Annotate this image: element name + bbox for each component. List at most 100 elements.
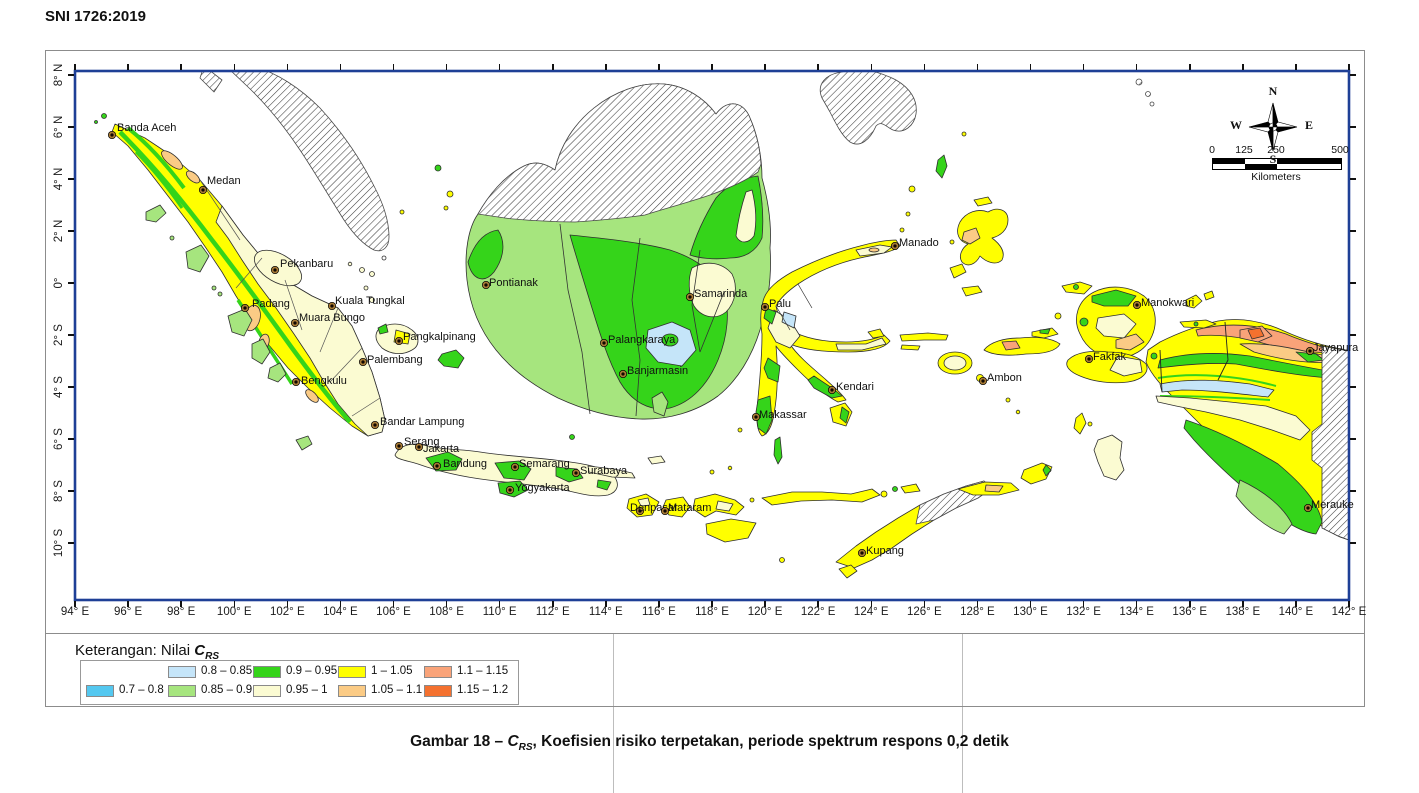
legend-range-label: 1 – 1.05 — [371, 665, 413, 677]
city-marker — [891, 242, 899, 250]
city-marker — [1304, 504, 1312, 512]
lon-tick-top — [286, 64, 289, 70]
lon-tick-label: 128° E — [960, 606, 995, 618]
city-label: Kuala Tungkal — [335, 295, 405, 307]
lat-tick-label: 0° — [53, 277, 65, 289]
lat-tick-left — [68, 386, 74, 388]
lat-tick-label: 8° S — [53, 480, 65, 502]
city-label: Pontianak — [489, 277, 538, 289]
city-label: Merauke — [1311, 499, 1354, 511]
scale-unit-label: Kilometers — [1251, 171, 1301, 183]
city-marker — [600, 339, 608, 347]
lat-tick-left — [68, 334, 74, 336]
malay-peninsula-hatched — [231, 72, 390, 252]
legend-range-label: 0.7 – 0.8 — [119, 684, 164, 696]
city-marker — [482, 281, 490, 289]
lat-tick-right — [1350, 438, 1356, 440]
city-marker — [506, 486, 514, 494]
legend-swatch — [168, 685, 196, 697]
city-label: Kendari — [836, 381, 874, 393]
mindanao-hatched — [819, 72, 917, 145]
lon-tick-label: 142° E — [1331, 606, 1367, 618]
lon-tick-bottom — [1295, 601, 1297, 607]
scale-bar-segment — [1213, 164, 1245, 169]
scale-tick-label: 250 — [1267, 144, 1285, 156]
lon-tick-bottom — [1082, 601, 1085, 607]
lon-tick-label: 140° E — [1278, 606, 1314, 618]
city-marker — [511, 463, 519, 471]
scale-bar-segment — [1277, 164, 1341, 169]
lon-tick-top — [923, 64, 926, 70]
lon-tick-bottom — [817, 601, 819, 607]
city-label: Manado — [899, 237, 939, 249]
city-marker — [661, 507, 669, 515]
city-marker — [415, 443, 423, 451]
lon-tick-bottom — [976, 601, 979, 607]
legend-range-label: 1.05 – 1.1 — [371, 684, 423, 696]
lon-tick-label: 130° E — [1013, 606, 1048, 618]
lon-tick-top — [1135, 64, 1138, 70]
city-marker — [636, 507, 644, 515]
lon-tick-bottom — [445, 601, 448, 607]
map-geography — [94, 72, 1348, 579]
lon-tick-bottom — [711, 601, 713, 607]
lat-tick-right — [1350, 542, 1356, 544]
caption-subscript: RS — [518, 742, 533, 754]
lon-tick-label: 114° E — [588, 606, 623, 618]
lon-tick-label: 100° E — [216, 606, 252, 618]
lon-tick-top — [233, 64, 235, 70]
legend-swatch — [86, 685, 114, 697]
lat-tick-label: 4° N — [53, 167, 65, 191]
city-label: Palu — [769, 298, 792, 310]
lon-tick-bottom — [870, 601, 872, 607]
city-label: Jakarta — [423, 443, 460, 455]
scale-tick-label: 0 — [1209, 144, 1215, 156]
scale-bar-segment — [1277, 159, 1341, 164]
legend-range-label: 1.15 – 1.2 — [457, 684, 509, 696]
compass-letter-w: W — [1230, 118, 1242, 132]
scale-bar — [1212, 158, 1342, 170]
lat-tick-right — [1350, 282, 1356, 284]
lon-tick-top — [339, 64, 342, 70]
city-label: Yogyakarta — [515, 482, 570, 494]
scale-tick-label: 500 — [1331, 144, 1349, 156]
legend-range-label: 0.85 – 0.9 — [201, 684, 253, 696]
city-label: Muara Bungo — [299, 312, 366, 324]
scale-bar-segment — [1213, 159, 1245, 164]
lon-tick-label: 120° E — [747, 606, 783, 618]
legend-swatch — [253, 685, 281, 697]
scale-tick-label: 125 — [1235, 144, 1253, 156]
lon-tick-bottom — [764, 601, 766, 607]
lat-tick-right — [1350, 386, 1356, 388]
lon-tick-bottom — [658, 601, 660, 607]
lon-tick-bottom — [1189, 601, 1191, 607]
legend-swatch — [168, 666, 196, 678]
legend-range-label: 0.95 – 1 — [286, 684, 328, 696]
legend-title-symbol: C — [194, 642, 206, 659]
lon-tick-bottom — [1135, 601, 1138, 607]
city-marker — [291, 319, 299, 327]
lat-tick-label: 10° S — [53, 528, 65, 558]
lon-tick-bottom — [552, 601, 554, 607]
city-label: Makassar — [759, 409, 807, 421]
malaysian-borneo-hatched — [477, 83, 762, 223]
city-marker — [199, 186, 207, 194]
lat-tick-label: 2° S — [53, 324, 65, 346]
city-label: Palembang — [367, 354, 423, 366]
city-marker — [1133, 301, 1141, 309]
lon-tick-bottom — [286, 601, 289, 607]
lat-tick-label: 8° N — [53, 63, 65, 87]
lat-tick-right — [1350, 74, 1356, 76]
lon-tick-top — [74, 64, 76, 70]
legend-swatch — [424, 666, 452, 678]
legend-title-text: Keterangan: Nilai — [75, 642, 195, 659]
lon-tick-label: 96° E — [113, 606, 143, 618]
legend-range-label: 1.1 – 1.15 — [457, 665, 509, 677]
legend-title-subscript: RS — [205, 651, 219, 662]
lon-tick-label: 98° E — [167, 606, 196, 618]
lon-tick-bottom — [923, 601, 926, 607]
lon-tick-top — [870, 64, 872, 70]
city-label: Surabaya — [580, 465, 628, 477]
